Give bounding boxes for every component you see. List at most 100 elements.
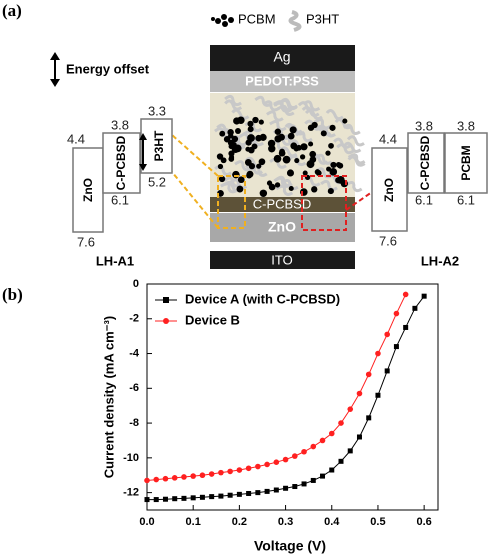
polymer-chain (313, 118, 332, 130)
pcbm-dot (309, 150, 317, 158)
pcbm-dot (259, 189, 268, 198)
pcbm-dot (251, 143, 258, 150)
marker (199, 494, 205, 500)
pcbm-dot (247, 126, 254, 133)
marker (218, 493, 224, 499)
marker (412, 305, 418, 311)
pcbm-dot (328, 142, 334, 149)
panel-label: (b) (2, 285, 23, 304)
pcbm-dot (231, 141, 237, 148)
pcbm-dot (245, 146, 251, 152)
polymer-chain (302, 100, 321, 112)
polymer-chain (336, 143, 355, 155)
pcbm-dot (267, 139, 276, 148)
y-axis-label: Current density (mA cm⁻³) (101, 316, 116, 478)
polymer-chain (279, 99, 298, 111)
pcbm-dot (311, 121, 318, 129)
pcbm-dot (229, 154, 235, 160)
polymer-chain (254, 95, 273, 107)
p3ht-icon (288, 10, 302, 32)
marker (236, 491, 242, 497)
pcbm-dot (247, 120, 254, 127)
ag-layer (210, 45, 355, 71)
pcbm-dot (258, 158, 266, 166)
marker (255, 463, 261, 470)
pcbm-dot (274, 128, 282, 135)
blend-texture (214, 94, 366, 198)
marker (402, 291, 409, 298)
box-label: ZnO (81, 178, 95, 202)
polymer-chain (249, 165, 268, 177)
marker (356, 390, 363, 397)
y-tick-label: -6 (129, 382, 139, 394)
pcbm-dot (268, 145, 276, 153)
pcbm-dot (244, 159, 252, 166)
level-label: 7.6 (77, 234, 95, 249)
legend-marker (163, 297, 169, 303)
pedot-layer (210, 71, 355, 92)
marker (245, 465, 252, 472)
marker (320, 473, 326, 479)
offset-arrow (139, 133, 147, 171)
marker (310, 443, 317, 450)
pcbm-dot (218, 175, 226, 183)
pcbm-dot (256, 163, 262, 169)
pcbm-dot (286, 169, 295, 177)
marker (384, 368, 390, 374)
marker (208, 471, 215, 477)
polymer-chain (346, 135, 365, 147)
pcbm-dot (290, 142, 298, 150)
x-tick-label: 0.2 (232, 516, 247, 528)
pcbm-dot (255, 134, 262, 142)
energy-box (371, 147, 408, 232)
pcbm-dot (329, 124, 336, 131)
energy-box (444, 132, 488, 194)
polymer-chain (231, 108, 250, 120)
pcbm-dot (216, 153, 224, 160)
marker (218, 469, 224, 476)
pcbm-dot (288, 185, 294, 192)
pcbm-dot (274, 135, 282, 143)
marker (190, 473, 196, 479)
polymer-chain (343, 141, 362, 153)
marker (301, 448, 307, 455)
pcbm-dot (234, 128, 241, 135)
layer-label: ZnO (268, 219, 296, 235)
box-label: C-PCBSD (418, 135, 432, 190)
marker (209, 494, 215, 500)
marker (172, 496, 178, 502)
pcbm-dot (217, 163, 224, 170)
layer-label: PEDOT:PSS (245, 73, 319, 88)
marker (329, 467, 335, 473)
y-tick-label: -10 (123, 452, 139, 464)
pcbm-dot (236, 185, 244, 193)
marker (162, 475, 169, 482)
marker (356, 434, 362, 440)
marker (365, 371, 372, 378)
pcbm-dot (294, 157, 300, 164)
level-label: 3.3 (148, 103, 166, 118)
polymer-chain (224, 94, 242, 107)
legend-label: PCBM (238, 11, 276, 26)
level-label: 4.4 (67, 131, 85, 146)
pcbm-dot (246, 170, 254, 178)
marker (310, 477, 316, 483)
y-tick-label: -8 (129, 417, 139, 429)
pcbm-dot (329, 168, 338, 176)
marker (273, 487, 279, 493)
legend-label: Device A (with C-PCBSD) (185, 291, 340, 306)
marker (338, 458, 344, 464)
level-label: 6.1 (457, 192, 475, 207)
pcbm-icon (211, 14, 234, 27)
marker (236, 467, 243, 473)
marker (393, 310, 400, 317)
level-label: 3.8 (111, 117, 129, 132)
marker (421, 293, 427, 299)
pcbm-dot (232, 170, 240, 179)
marker (338, 420, 344, 426)
pcbm-dot (309, 156, 317, 163)
marker (283, 485, 289, 491)
energy-box (407, 132, 445, 194)
pcbm-dot (278, 149, 286, 157)
